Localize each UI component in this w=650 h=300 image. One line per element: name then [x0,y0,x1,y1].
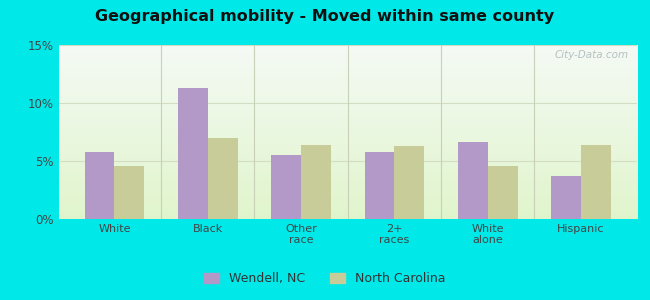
Bar [178,88,208,219]
Bar [395,146,424,219]
Legend: Wendell, NC, North Carolina: Wendell, NC, North Carolina [202,270,448,288]
Bar [365,152,395,219]
Bar [208,138,238,219]
Bar [488,166,517,219]
Bar [581,145,611,219]
Text: Geographical mobility - Moved within same county: Geographical mobility - Moved within sam… [96,9,554,24]
Bar [301,145,331,219]
Bar [271,155,301,219]
Text: City-Data.com: City-Data.com [554,50,629,60]
Bar [551,176,581,219]
Bar [84,152,114,219]
Bar [114,166,144,219]
Bar [458,142,488,219]
